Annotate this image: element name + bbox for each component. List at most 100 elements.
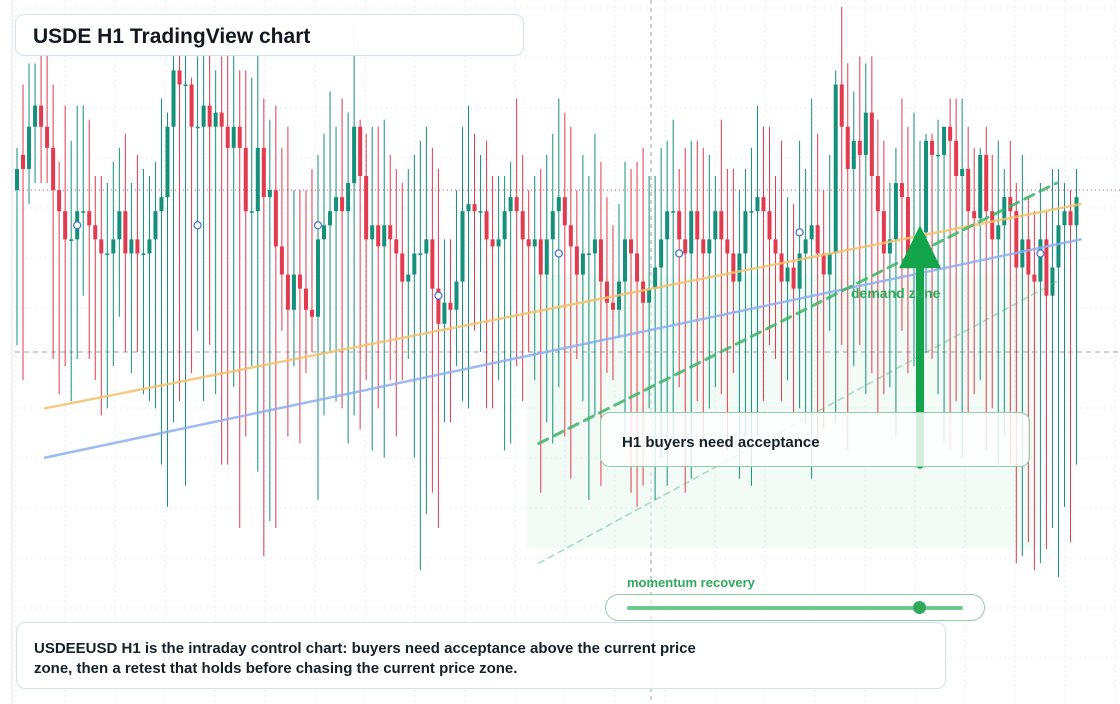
candle-body <box>424 239 429 254</box>
candle-body <box>544 239 549 275</box>
candle-body <box>171 70 176 127</box>
candle-body <box>352 126 357 184</box>
candle-body <box>978 154 983 219</box>
candle-body <box>665 211 670 240</box>
candle-body <box>797 253 802 289</box>
candle-body <box>129 239 134 254</box>
candle-body <box>960 168 965 176</box>
candle-body <box>1044 239 1049 296</box>
candle-body <box>851 140 856 169</box>
candle-body <box>767 211 772 240</box>
candle-body <box>839 84 844 127</box>
candle-body <box>815 225 820 254</box>
candle-body <box>990 211 995 240</box>
demand-zone-label: demand zone <box>851 285 941 301</box>
candle-body <box>81 211 86 213</box>
candle-body <box>460 211 465 282</box>
candle-body <box>123 211 128 254</box>
candle-body <box>568 225 573 247</box>
candle-body <box>623 239 628 282</box>
candle-body <box>671 211 676 213</box>
candle-body <box>936 154 941 157</box>
candle-body <box>225 126 230 148</box>
candle-body <box>334 197 339 212</box>
candle-body <box>69 239 74 241</box>
candle-body <box>532 239 537 247</box>
candle-body <box>580 253 585 275</box>
candle-body <box>51 147 56 191</box>
candle-body <box>394 239 399 254</box>
candle-body <box>550 211 555 240</box>
candle-body <box>1032 274 1037 282</box>
candle-body <box>610 302 615 310</box>
candle-body <box>279 246 284 275</box>
candle-body <box>412 253 417 275</box>
candle-body <box>677 211 682 240</box>
candle-body <box>406 274 411 282</box>
candle-body <box>526 239 531 247</box>
candles <box>15 7 1079 578</box>
candle-body <box>1074 197 1079 226</box>
candle-body <box>484 211 489 240</box>
signal-marker <box>73 221 82 230</box>
candle-body <box>448 302 453 310</box>
momentum-slider[interactable] <box>605 594 985 621</box>
candle-body <box>1038 239 1043 282</box>
candle-body <box>442 302 447 324</box>
candle-body <box>1020 239 1025 268</box>
candle-body <box>117 211 122 240</box>
candle-body <box>1026 239 1031 275</box>
candle-body <box>881 211 886 254</box>
candle-body <box>598 239 603 282</box>
candle-body <box>105 253 110 255</box>
candle-body <box>737 253 742 282</box>
candle-body <box>731 253 736 282</box>
candle-body <box>821 253 826 275</box>
candle-body <box>87 211 92 226</box>
candle-body <box>755 197 760 212</box>
candle-body <box>508 197 513 212</box>
chart-title: USDE H1 TradingView chart <box>33 25 311 48</box>
candle-body <box>653 267 658 289</box>
candle-body <box>641 281 646 303</box>
candle-body <box>291 274 296 310</box>
candle-body <box>316 239 320 317</box>
candle-body <box>364 176 369 240</box>
candle-body <box>388 225 393 240</box>
candle-body <box>436 288 441 324</box>
candle-body <box>707 239 712 254</box>
candle-body <box>1068 211 1073 226</box>
candle-body <box>57 190 62 212</box>
candle-body <box>502 211 507 240</box>
momentum-thumb[interactable] <box>913 601 927 614</box>
candle-body <box>466 204 471 212</box>
candle-body <box>1014 211 1019 268</box>
candle-body <box>328 211 333 226</box>
candle-body <box>966 168 971 212</box>
candle-body <box>930 140 935 155</box>
candle-body <box>309 309 314 317</box>
candle-body <box>430 239 435 289</box>
trendline-projection <box>537 181 1058 446</box>
candle-body <box>996 225 1001 240</box>
candle-body <box>791 267 796 289</box>
candle-body <box>1062 211 1067 226</box>
candle-body <box>520 211 525 240</box>
callout-text: H1 buyers need acceptance <box>622 434 820 451</box>
candle-body <box>556 197 561 212</box>
candle-body <box>683 239 688 254</box>
candle-body <box>255 147 260 212</box>
candle-body <box>1002 197 1007 226</box>
candle-body <box>869 112 874 176</box>
candle-body <box>195 126 200 129</box>
candle-body <box>376 225 381 247</box>
candle-body <box>948 126 953 141</box>
candle-body <box>773 239 778 254</box>
trendlines <box>43 181 1082 564</box>
candle-body <box>514 197 519 212</box>
candle-body <box>562 197 567 226</box>
candle-body <box>99 239 104 254</box>
candle-body <box>845 126 850 169</box>
candle-body <box>779 253 784 282</box>
